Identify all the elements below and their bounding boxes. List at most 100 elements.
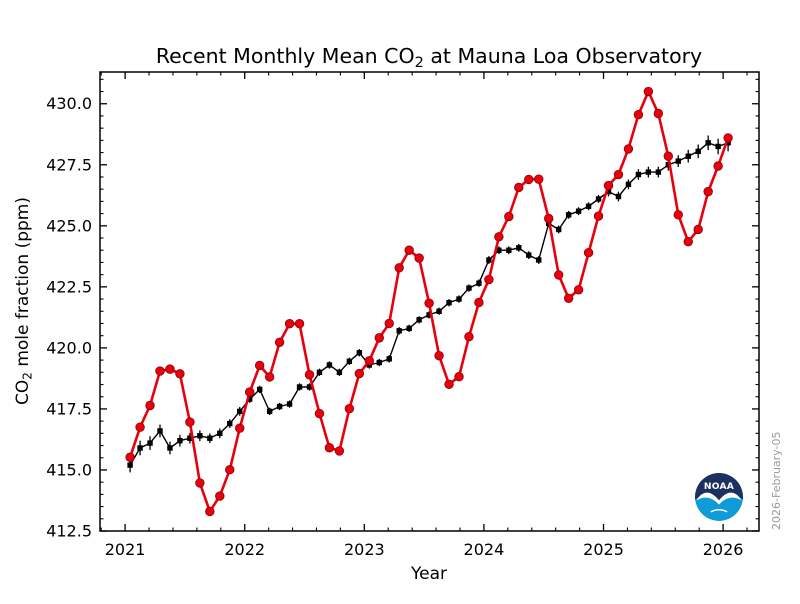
data-point-square bbox=[526, 252, 532, 258]
x-tick-label: 2021 bbox=[105, 540, 146, 559]
y-axis-label: CO2 mole fraction (ppm) bbox=[13, 197, 35, 405]
y-tick-label: 425.0 bbox=[46, 216, 92, 235]
data-point-square bbox=[655, 169, 662, 175]
data-point-square bbox=[725, 140, 731, 146]
data-point-circle bbox=[693, 224, 703, 235]
data-point-circle bbox=[434, 351, 444, 361]
data-point-circle bbox=[494, 232, 504, 242]
data-point-circle bbox=[663, 151, 674, 161]
data-point-square bbox=[276, 403, 283, 410]
data-point-square bbox=[645, 169, 652, 175]
data-point-circle bbox=[205, 506, 215, 517]
y-tick-label: 415.0 bbox=[46, 460, 92, 479]
data-point-square bbox=[137, 445, 143, 451]
data-point-circle bbox=[324, 443, 335, 453]
data-point-square bbox=[306, 384, 313, 390]
data-point-circle bbox=[334, 446, 345, 456]
data-point-square bbox=[227, 420, 233, 427]
noaa-logo-wave-icon bbox=[710, 509, 728, 513]
data-point-circle bbox=[274, 337, 285, 347]
data-point-circle bbox=[683, 236, 693, 247]
data-point-circle bbox=[474, 297, 484, 308]
data-point-square bbox=[466, 285, 472, 291]
data-point-circle bbox=[155, 366, 165, 376]
data-point-square bbox=[266, 408, 273, 415]
data-point-circle bbox=[673, 210, 683, 220]
data-point-square bbox=[516, 245, 522, 251]
data-point-circle bbox=[175, 369, 185, 379]
x-tick-label: 2024 bbox=[464, 540, 505, 559]
data-point-square bbox=[326, 362, 333, 368]
data-point-square bbox=[386, 356, 392, 362]
data-point-circle bbox=[544, 213, 554, 224]
data-point-square bbox=[187, 435, 193, 441]
data-point-circle bbox=[653, 108, 664, 119]
title-subscript: 2 bbox=[415, 55, 424, 71]
data-point-circle bbox=[304, 370, 315, 380]
data-point-circle bbox=[235, 423, 245, 433]
data-point-circle bbox=[703, 186, 713, 197]
data-point-circle bbox=[454, 371, 464, 382]
data-point-circle bbox=[284, 319, 295, 329]
data-point-square bbox=[575, 208, 582, 214]
data-point-square bbox=[506, 247, 512, 253]
data-point-square bbox=[555, 226, 562, 233]
data-point-square bbox=[476, 280, 482, 286]
data-point-circle bbox=[245, 387, 255, 397]
plot-frame bbox=[99, 71, 760, 532]
data-point-circle bbox=[633, 110, 644, 120]
data-point-square bbox=[565, 212, 572, 218]
data-series bbox=[125, 86, 733, 517]
data-point-square bbox=[426, 312, 432, 318]
x-tick-label: 2026 bbox=[703, 540, 744, 559]
data-point-square bbox=[406, 325, 412, 332]
data-point-square bbox=[296, 384, 303, 390]
data-point-square bbox=[595, 196, 602, 202]
data-point-square bbox=[336, 369, 343, 376]
data-point-square bbox=[376, 359, 382, 366]
data-point-square bbox=[705, 140, 711, 146]
data-point-circle bbox=[404, 245, 414, 255]
data-point-circle bbox=[444, 379, 454, 389]
axis-ticks: 2021 2022 2023 2024 2025 2026 412.5 415.0 417.5 4… bbox=[46, 72, 759, 559]
data-point-square bbox=[316, 369, 323, 376]
data-point-square bbox=[486, 257, 492, 263]
noaa-logo: NOAA bbox=[695, 473, 743, 521]
data-point-square bbox=[157, 428, 163, 434]
data-point-square bbox=[237, 408, 243, 415]
data-point-circle bbox=[723, 133, 733, 143]
data-point-circle bbox=[354, 368, 365, 379]
data-point-circle bbox=[613, 169, 624, 180]
y-tick-label: 427.5 bbox=[46, 155, 92, 174]
data-point-circle bbox=[583, 247, 594, 258]
data-point-circle bbox=[524, 174, 534, 185]
data-point-square bbox=[256, 386, 263, 393]
data-point-square bbox=[635, 171, 642, 178]
data-point-circle bbox=[344, 403, 355, 414]
data-point-circle bbox=[374, 333, 384, 343]
data-point-square bbox=[416, 317, 422, 323]
data-point-circle bbox=[603, 180, 614, 191]
data-point-square bbox=[585, 203, 592, 209]
data-point-circle bbox=[534, 174, 544, 184]
noaa-logo-gull-icon bbox=[696, 492, 742, 505]
data-point-circle bbox=[384, 318, 394, 329]
data-point-square bbox=[167, 445, 173, 451]
data-point-square bbox=[625, 181, 632, 188]
data-point-circle bbox=[563, 293, 574, 304]
date-stamp: 2026-February-05 bbox=[770, 432, 783, 530]
data-point-circle bbox=[713, 161, 723, 171]
data-point-circle bbox=[623, 144, 634, 154]
x-tick-label: 2023 bbox=[344, 540, 385, 559]
data-point-square bbox=[286, 401, 293, 407]
ylabel-subscript: 2 bbox=[21, 372, 35, 380]
data-point-square bbox=[695, 148, 701, 155]
data-point-circle bbox=[593, 211, 604, 221]
data-point-circle bbox=[225, 465, 235, 475]
x-tick-label: 2025 bbox=[583, 540, 624, 559]
data-point-circle bbox=[314, 408, 325, 419]
data-point-circle bbox=[573, 285, 584, 295]
y-tick-label: 417.5 bbox=[46, 399, 92, 418]
